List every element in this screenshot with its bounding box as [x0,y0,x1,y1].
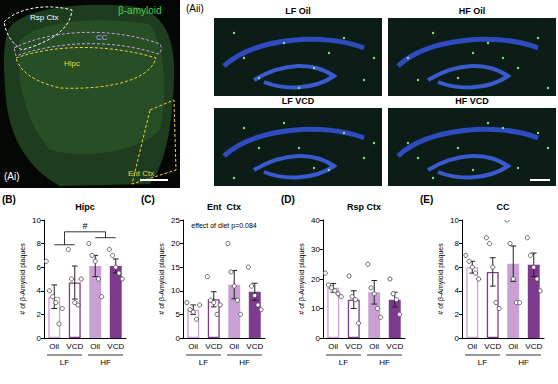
svg-text:(C): (C) [141,194,155,205]
svg-text:Oil: Oil [188,342,198,351]
svg-text:#: # [82,221,87,231]
svg-text:VCD: VCD [205,342,222,351]
svg-text:(Aii): (Aii) [186,3,204,14]
svg-text:4: 4 [455,286,460,295]
svg-text:Rsp Ctx: Rsp Ctx [347,202,381,212]
svg-text:CC: CC [497,202,510,212]
svg-text:8: 8 [37,239,42,248]
svg-text:0: 0 [455,334,460,343]
svg-text:LF: LF [339,358,348,367]
svg-text:VCD: VCD [484,342,501,351]
svg-text:# of β-Amyloid plaques: # of β-Amyloid plaques [437,243,445,315]
svg-text:Oil: Oil [229,342,239,351]
svg-text:Hipc: Hipc [75,202,95,212]
svg-text:(E): (E) [420,194,433,205]
svg-text:HF: HF [239,358,250,367]
svg-text:4: 4 [37,286,42,295]
svg-text:# of β-Amyloid plaques: # of β-Amyloid plaques [158,243,166,315]
svg-text:effect of diet p=0.084: effect of diet p=0.084 [191,222,257,230]
svg-text:0: 0 [176,334,181,343]
svg-text:VCD: VCD [246,342,263,351]
svg-text:Oil: Oil [328,342,338,351]
svg-text:Hipc: Hipc [64,59,80,68]
svg-text:VCD: VCD [107,342,124,351]
svg-text:LF VCD: LF VCD [282,96,315,106]
svg-text:Rsp Ctx: Rsp Ctx [30,13,58,22]
svg-text:HF Oil: HF Oil [459,6,486,16]
svg-text:Ent Ctx: Ent Ctx [128,169,154,178]
svg-text:β-amyloid: β-amyloid [118,5,162,16]
svg-text:0: 0 [37,334,42,343]
svg-text:HF: HF [100,358,111,367]
svg-text:10: 10 [171,286,180,295]
svg-text:8: 8 [455,239,460,248]
svg-text:Oil: Oil [369,342,379,351]
svg-text:Ent Ctx: Ent Ctx [207,202,241,212]
svg-text:# of β-Amyloid plaques: # of β-Amyloid plaques [19,243,27,315]
svg-text:Oil: Oil [467,342,477,351]
svg-text:LF Oil: LF Oil [285,6,311,16]
svg-text:VCD: VCD [66,342,83,351]
svg-text:LF: LF [60,358,69,367]
svg-text:Oil: Oil [49,342,59,351]
svg-text:25: 25 [171,216,180,225]
svg-text:VCD: VCD [386,342,403,351]
svg-text:(Ai): (Ai) [4,171,20,182]
svg-text:6: 6 [37,263,42,272]
svg-text:15: 15 [171,263,180,272]
svg-text:20: 20 [171,239,180,248]
svg-text:VCD: VCD [345,342,362,351]
svg-text:HF VCD: HF VCD [455,96,489,106]
svg-text:0: 0 [316,334,321,343]
svg-text:2: 2 [455,310,460,319]
svg-text:HF: HF [379,358,390,367]
svg-text:HF: HF [518,358,529,367]
svg-text:6: 6 [455,263,460,272]
svg-text:Oil: Oil [508,342,518,351]
svg-text:(D): (D) [281,194,295,205]
svg-text:10: 10 [311,304,320,313]
svg-text:30: 30 [311,245,320,254]
svg-text:20: 20 [311,275,320,284]
svg-text:10: 10 [450,216,459,225]
svg-text:LF: LF [478,358,487,367]
svg-text:10: 10 [32,216,41,225]
svg-text:40: 40 [311,216,320,225]
svg-text:Oil: Oil [90,342,100,351]
svg-text:(B): (B) [2,194,16,205]
svg-text:5: 5 [176,310,181,319]
svg-text:LF: LF [199,358,208,367]
svg-text:CC: CC [96,33,108,42]
svg-text:# of β-Amyloid plaques: # of β-Amyloid plaques [298,243,306,315]
svg-text:2: 2 [37,310,42,319]
svg-text:VCD: VCD [525,342,542,351]
